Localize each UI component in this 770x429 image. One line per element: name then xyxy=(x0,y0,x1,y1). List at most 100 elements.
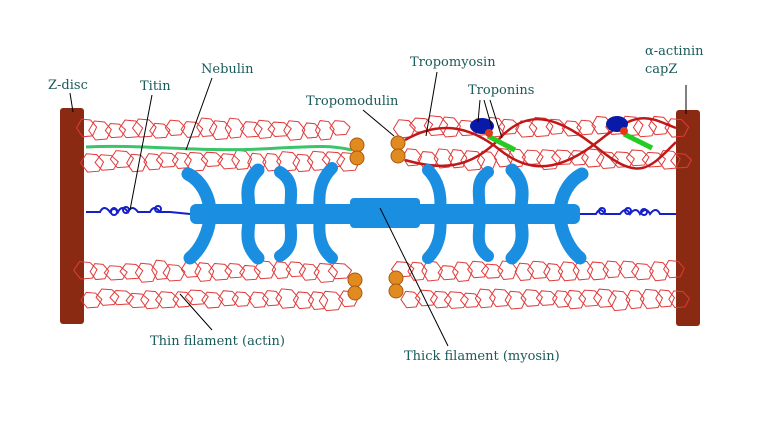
label-tropomyosin: Tropomyosin xyxy=(410,55,496,70)
actin-monomer xyxy=(429,290,452,309)
actin-monomer xyxy=(271,261,292,280)
actin-monomer xyxy=(143,153,164,171)
label-z-disc: Z-disc xyxy=(48,78,88,93)
actin-monomer xyxy=(641,151,667,168)
actin-monomer xyxy=(632,117,658,138)
actin-monomer xyxy=(125,292,150,309)
actin-monomer xyxy=(451,261,473,282)
actin-monomer xyxy=(149,122,171,139)
nebulin-strand xyxy=(85,144,353,152)
actin-monomer xyxy=(80,153,105,173)
actin-monomer xyxy=(401,148,423,167)
leader-tropomodulin xyxy=(362,109,395,137)
actin-monomer xyxy=(224,262,246,279)
actin-monomer xyxy=(261,290,283,307)
actin-monomer xyxy=(318,290,344,312)
actin-monomer xyxy=(231,291,252,307)
actin-monomer xyxy=(307,291,329,311)
actin-monomer xyxy=(103,265,128,281)
actin-monomer xyxy=(89,263,110,281)
z-disc-right xyxy=(676,110,700,326)
titin-left xyxy=(86,205,191,216)
actin-monomer xyxy=(460,150,486,171)
actin-monomer xyxy=(248,291,269,309)
actin-monomer xyxy=(630,262,654,281)
actin-monomer xyxy=(467,260,490,279)
troponin-complex-1 xyxy=(470,118,517,153)
actin-monomer xyxy=(423,115,449,137)
actin-monomer xyxy=(253,119,276,139)
actin-monomer xyxy=(119,263,144,280)
actin-monomer xyxy=(329,120,351,136)
label-troponins: Troponins xyxy=(468,83,534,98)
actin-monomer xyxy=(563,289,587,310)
actin-monomer xyxy=(568,149,589,166)
actin-monomer xyxy=(480,263,504,279)
actin-monomer xyxy=(515,120,538,138)
actin-monomer xyxy=(134,262,158,283)
actin-monomer xyxy=(408,117,434,133)
actin-monomer xyxy=(239,121,263,138)
actin-monomer xyxy=(298,263,320,281)
tropomodulin-cap-bottom xyxy=(347,270,404,301)
actin-monomer xyxy=(639,288,664,310)
actin-monomer xyxy=(407,261,428,281)
actin-monomer xyxy=(327,262,353,280)
actin-monomer xyxy=(109,289,135,306)
actin-monomer xyxy=(201,291,224,309)
label-nebulin: Nebulin xyxy=(201,62,254,77)
actin-monomer xyxy=(292,153,314,173)
label-actinin: α-actinin xyxy=(645,44,704,59)
actin-monomer xyxy=(95,288,120,306)
actin-monomer xyxy=(578,289,603,307)
leader-tropomyosin xyxy=(425,71,438,137)
actin-monomer xyxy=(184,289,209,306)
actin-monomer xyxy=(314,120,335,141)
actin-monomer xyxy=(488,288,512,308)
actin-monomer xyxy=(526,260,551,279)
actin-monomer xyxy=(200,151,224,168)
leader-thin-filament xyxy=(179,293,213,331)
actin-monomer xyxy=(520,289,543,307)
label-thin-filament: Thin filament (actin) xyxy=(150,334,285,349)
tropomyosin-strand-a xyxy=(404,117,677,168)
actin-monomer xyxy=(610,151,636,168)
leader-troponins-a xyxy=(477,99,481,123)
actin-monomer xyxy=(118,119,144,139)
actin-monomer xyxy=(670,152,693,169)
actin-monomer xyxy=(162,264,186,282)
actin-monomer xyxy=(592,288,617,308)
tropomodulin-cap-top xyxy=(349,135,406,166)
actin-monomer xyxy=(306,150,331,171)
actin-monomer xyxy=(649,261,670,282)
actin-monomer xyxy=(543,263,564,282)
actin-monomer xyxy=(104,123,127,139)
actin-filament-bottom-left xyxy=(73,259,359,312)
label-tropomodulin: Tropomodulin xyxy=(306,94,399,109)
actin-monomer xyxy=(664,118,690,138)
actin-monomer xyxy=(528,116,554,138)
actin-monomer xyxy=(109,150,135,169)
actin-monomer xyxy=(155,152,179,168)
actin-monomer xyxy=(217,290,239,307)
leader-thick-filament xyxy=(379,207,449,347)
actin-monomer xyxy=(151,259,171,281)
actin-monomer xyxy=(80,291,103,309)
actin-monomer xyxy=(607,290,631,312)
actin-monomer xyxy=(94,154,119,171)
actin-monomer xyxy=(140,290,163,310)
actin-monomer xyxy=(617,260,640,279)
actin-monomer xyxy=(283,120,306,141)
actin-monomer xyxy=(663,260,685,279)
label-thick-filament: Thick filament (myosin) xyxy=(404,349,560,364)
actin-monomer xyxy=(400,290,421,309)
actin-monomer xyxy=(239,264,261,281)
actin-monomer xyxy=(602,260,623,279)
actin-monomer xyxy=(285,261,307,278)
actin-monomer xyxy=(557,261,580,282)
actin-monomer xyxy=(217,153,241,170)
actin-monomer xyxy=(657,149,681,170)
titin-right xyxy=(575,207,676,216)
actin-monomer xyxy=(625,289,645,310)
